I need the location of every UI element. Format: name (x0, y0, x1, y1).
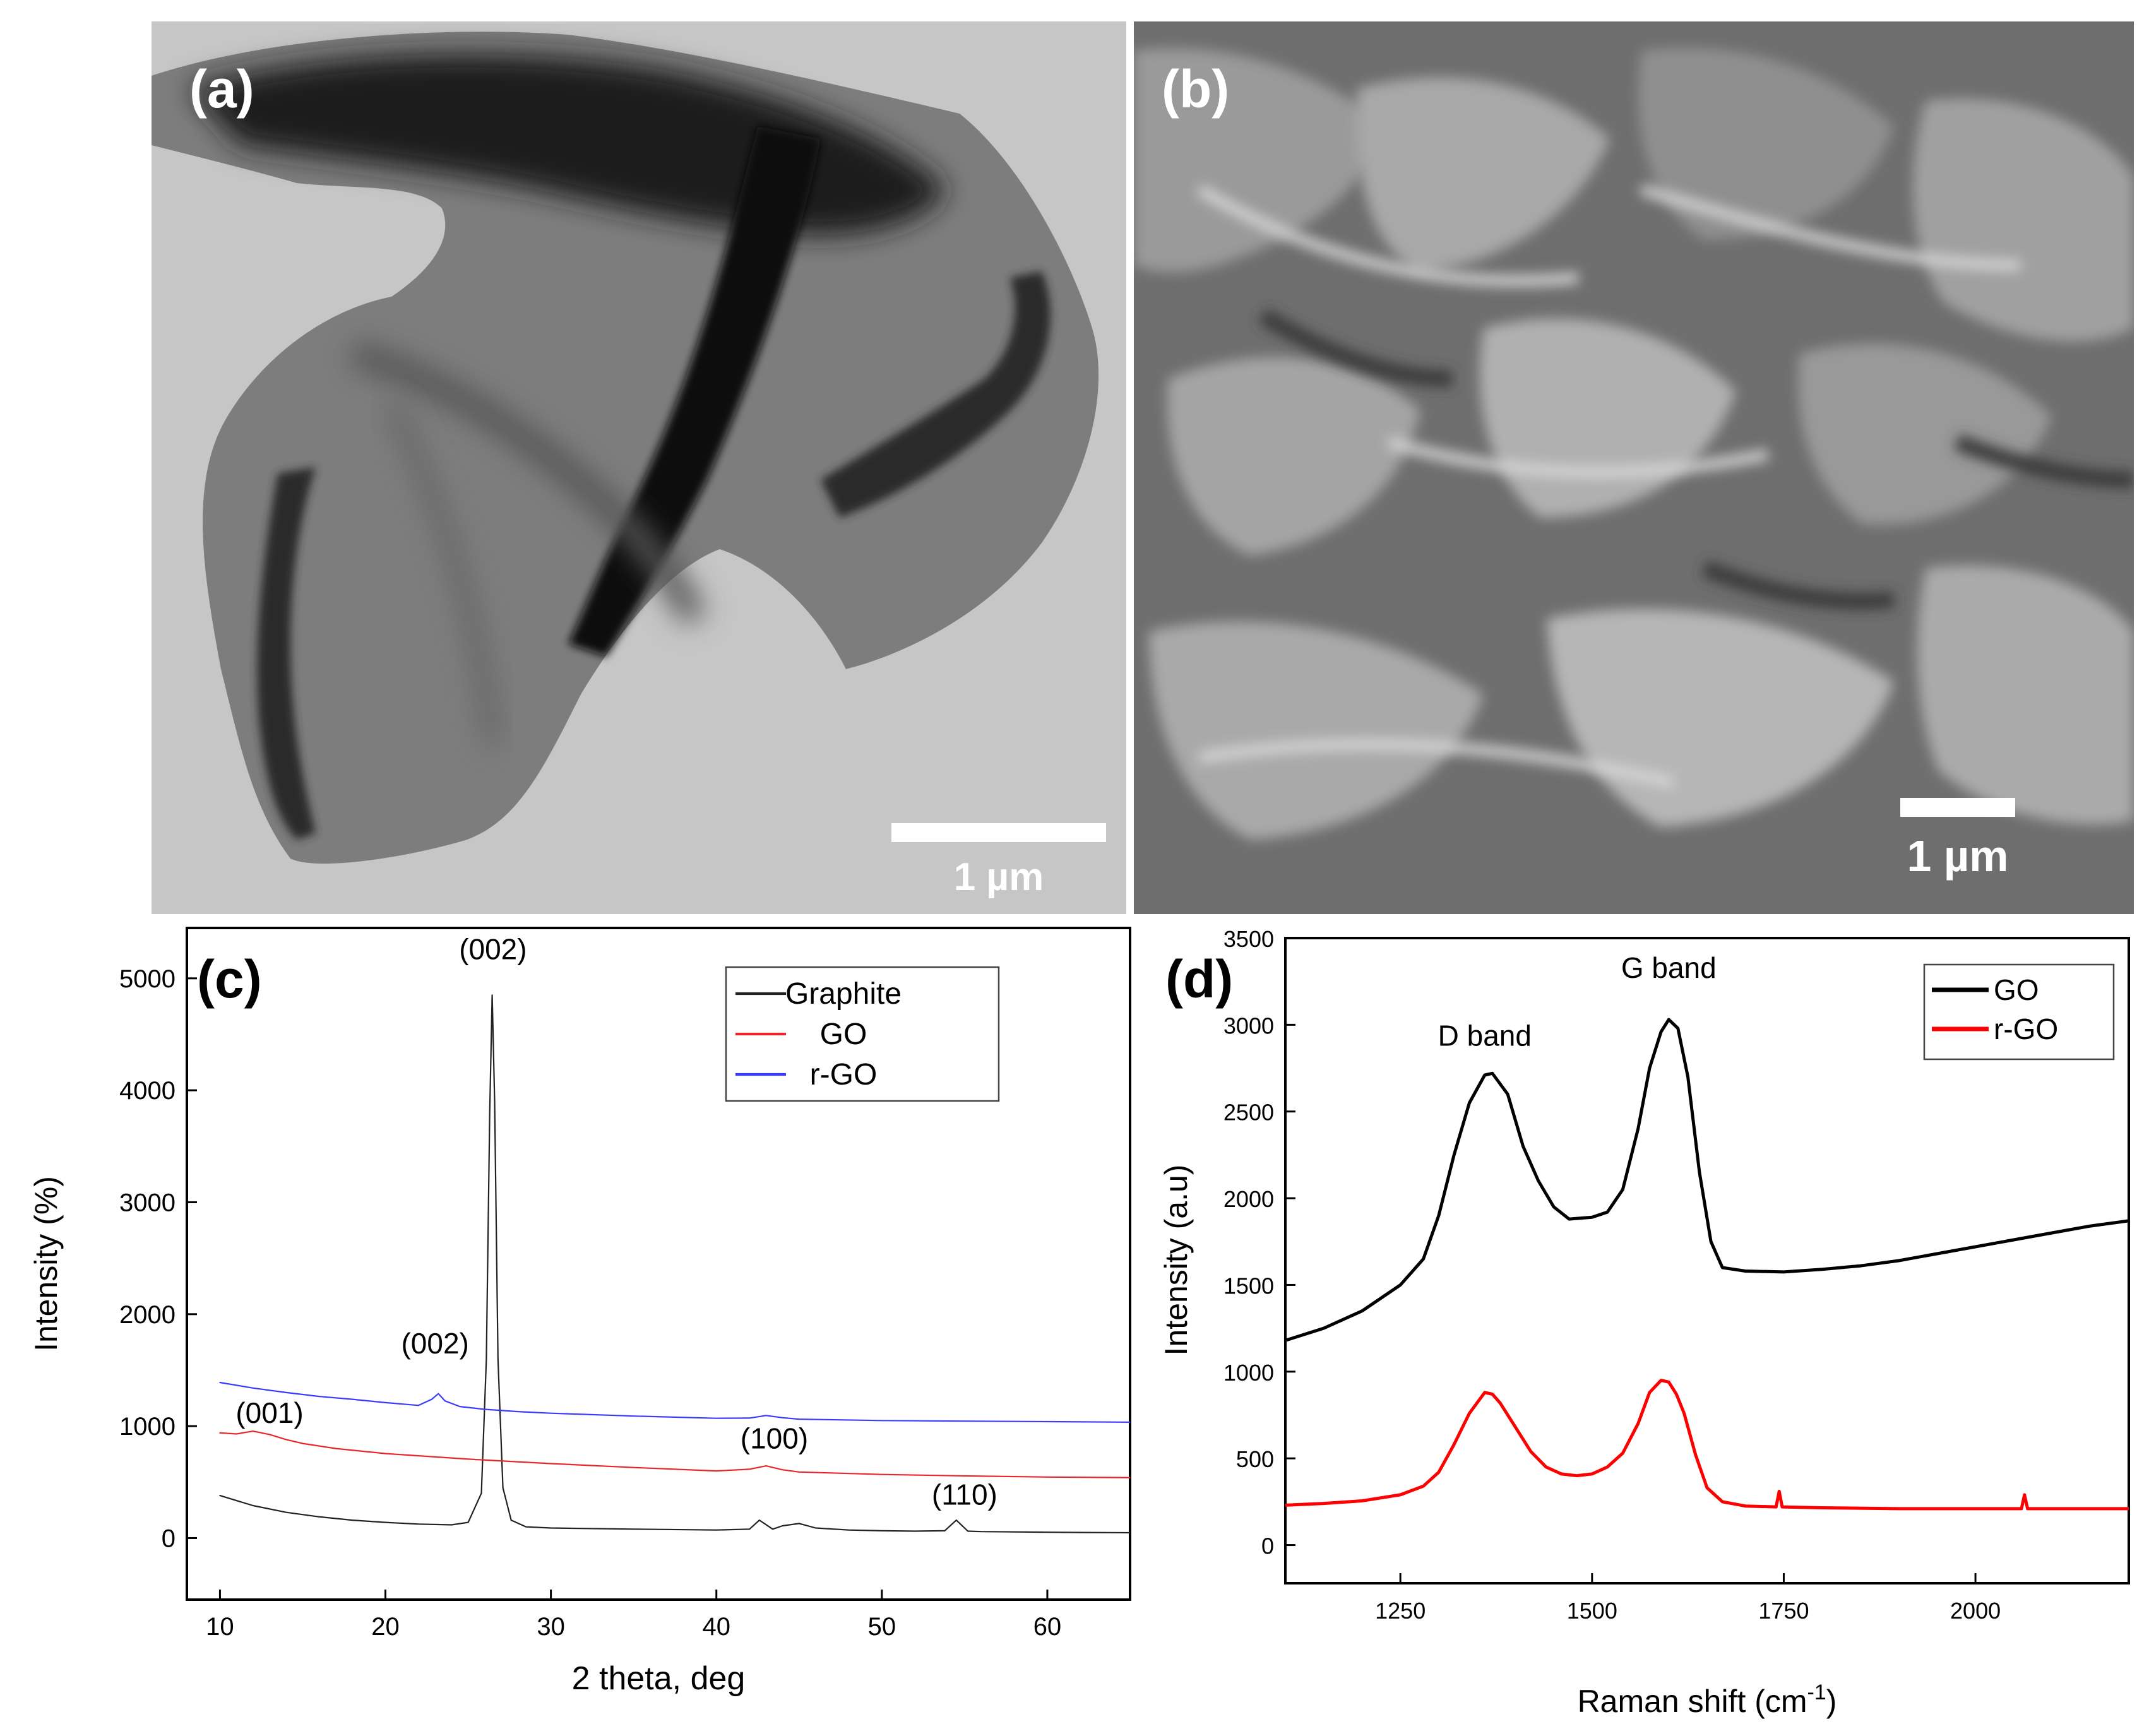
chart-c-legend-label-graphite: Graphite (785, 977, 902, 1011)
chart-d-series-line-go (1285, 1018, 2129, 1342)
tem-image (152, 32, 1099, 864)
chart-d-x-axis-label-end: ) (1826, 1684, 1837, 1719)
chart-c-y-tick-label-0: 0 (162, 1525, 176, 1552)
chart-d-x-tick-label-1: 1500 (1567, 1598, 1617, 1624)
chart-d-y-tick-label-2: 1000 (1223, 1360, 1274, 1386)
chart-c-legend-label-go: GO (820, 1018, 867, 1051)
scale-bar-b-label: 1 µm (1907, 831, 2009, 881)
chart-c-x-tick-label-2: 30 (537, 1613, 565, 1641)
sem-image (1134, 47, 2134, 840)
chart-c-x-ticks: 10 20 30 40 50 60 (206, 1590, 1061, 1641)
chart-d-y-tick-label-1: 500 (1236, 1446, 1274, 1472)
chart-c-series-line-r-go (219, 1381, 1130, 1423)
chart-c-x-tick-label-5: 60 (1033, 1613, 1062, 1641)
chart-c-legend: Graphite GO r-GO (725, 966, 1000, 1102)
chart-d-y-ticks: 0 500 1000 1500 2000 2500 3000 3500 (1223, 926, 1295, 1559)
chart-d-legend-box (1923, 963, 2115, 1061)
chart-c-x-axis-label: 2 theta, deg (572, 1660, 746, 1697)
chart-d-y-tick-label-6: 3000 (1223, 1013, 1274, 1038)
chart-c-x-tick-label-4: 50 (868, 1613, 896, 1641)
chart-d-y-tick-label-3: 1500 (1223, 1273, 1274, 1299)
chart-d-legend-label-r-go: r-GO (1994, 1013, 2058, 1045)
chart-d-x-tick-label-0: 1250 (1375, 1598, 1426, 1624)
chart-c-y-ticks: 0 1000 2000 3000 4000 5000 (119, 965, 197, 1552)
chart-d-legend-label-go: GO (1994, 973, 2039, 1006)
chart-c-panel-label: (c) (197, 949, 262, 1009)
chart-d: (d) 1250 1500 1750 2000 0 500 1000 1500 2000 250… (1158, 926, 2130, 1719)
chart-d-x-ticks: 1250 1500 1750 2000 (1375, 1573, 2001, 1624)
chart-d-x-axis-label-main: Raman shift (cm (1578, 1684, 1807, 1719)
chart-d-frame (1284, 937, 2130, 1584)
chart-c-y-axis-label: Intensity (%) (28, 1176, 64, 1352)
chart-c-x-tick-label-3: 40 (702, 1613, 730, 1641)
chart-c-series-line-graphite (219, 994, 1130, 1534)
chart-d-x-tick-label-2: 1750 (1758, 1598, 1809, 1624)
panel-a: (a) 1 µm (152, 21, 1126, 914)
panel-b-label: (b) (1162, 59, 1229, 119)
chart-d-series (1285, 1018, 2129, 1511)
chart-d-x-axis-label-sup: -1 (1807, 1680, 1826, 1704)
chart-c-annotation-2: (001) (235, 1396, 303, 1429)
chart-c-series-line-go (219, 1430, 1130, 1478)
panel-a-label: (a) (189, 59, 254, 119)
panel-b: (b) 1 µm (1134, 21, 2134, 914)
chart-c-annotation-4: (110) (932, 1478, 997, 1511)
chart-d-x-axis-label: Raman shift (cm-1) (1578, 1680, 1837, 1719)
chart-c-y-tick-label-5: 5000 (119, 965, 176, 993)
chart-d-y-axis-label: Intensity (a.u) (1158, 1165, 1194, 1356)
chart-c-annotation-3: (100) (741, 1422, 808, 1455)
chart-d-y-tick-label-4: 2000 (1223, 1186, 1274, 1212)
chart-d-annotations: D band G band (1438, 951, 1717, 1052)
chart-c-legend-label-r-go: r-GO (810, 1058, 878, 1091)
chart-c-y-tick-label-2: 2000 (119, 1301, 176, 1329)
chart-d-annotation-1: G band (1621, 951, 1717, 984)
scale-bar-a-label: 1 µm (954, 855, 1044, 899)
chart-d-y-tick-label-5: 2500 (1223, 1100, 1274, 1126)
chart-c-frame (186, 927, 1131, 1601)
chart-d-x-tick-label-3: 2000 (1950, 1598, 2001, 1624)
chart-c-x-tick-label-0: 10 (206, 1613, 234, 1641)
chart-c-annotations: (002) (002) (001) (100) (110) (235, 933, 997, 1511)
chart-d-series-line-r-go (1285, 1379, 2129, 1511)
chart-c: (c) 10 20 30 40 50 60 0 1000 2000 3000 4000 5000 (… (28, 927, 1131, 1697)
chart-c-y-tick-label-3: 3000 (119, 1189, 176, 1216)
chart-c-series (219, 994, 1130, 1534)
chart-c-x-tick-label-1: 20 (371, 1613, 400, 1641)
scale-bar-b (1900, 798, 2015, 817)
chart-c-annotation-0: (002) (459, 933, 527, 966)
chart-d-legend: GO r-GO (1923, 963, 2115, 1061)
scale-bar-a (891, 823, 1106, 842)
chart-c-y-tick-label-1: 1000 (119, 1413, 176, 1441)
chart-c-annotation-1: (002) (401, 1327, 468, 1360)
chart-d-annotation-0: D band (1438, 1019, 1532, 1052)
chart-c-y-tick-label-4: 4000 (119, 1077, 176, 1105)
chart-d-panel-label: (d) (1165, 949, 1233, 1009)
chart-d-y-tick-label-7: 3500 (1223, 926, 1274, 952)
chart-d-y-tick-label-0: 0 (1261, 1533, 1274, 1559)
